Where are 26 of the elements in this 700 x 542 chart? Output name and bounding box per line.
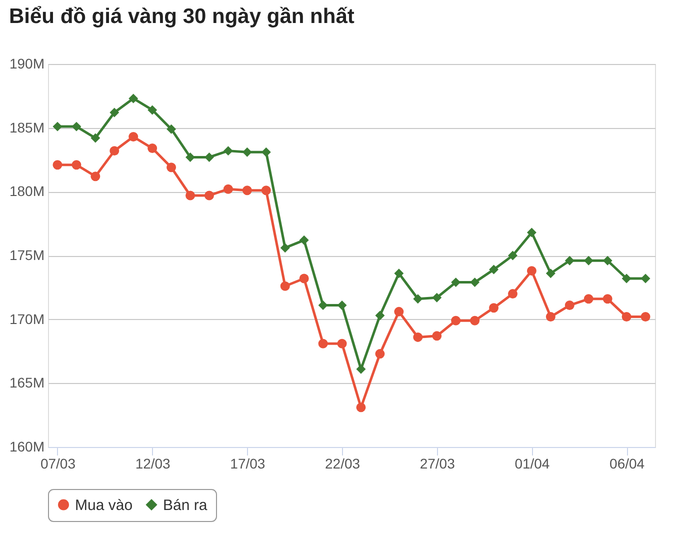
- x-tick-label: 06/04: [610, 456, 645, 472]
- legend-label: Mua vào: [75, 496, 133, 514]
- y-tick-label: 190M: [9, 56, 44, 72]
- x-tick-label: 22/03: [324, 456, 360, 472]
- chart-title: Biểu đồ giá vàng 30 ngày gần nhất: [8, 5, 354, 28]
- point: [204, 190, 214, 200]
- y-tick-label: 180M: [9, 183, 44, 200]
- point: [128, 132, 138, 142]
- y-tick-label: 170M: [9, 310, 44, 327]
- x-tick-label: 12/03: [135, 456, 171, 472]
- y-tick-label: 165M: [9, 374, 44, 391]
- y-tick-label: 185M: [9, 119, 44, 136]
- x-tick-label: 27/03: [420, 456, 456, 472]
- x-tick-label: 07/03: [40, 456, 76, 472]
- x-tick-label: 17/03: [230, 456, 266, 472]
- y-tick-label: 160M: [9, 438, 44, 454]
- x-tick-label: 01/04: [514, 456, 550, 472]
- point: [204, 152, 214, 162]
- point: [186, 152, 196, 162]
- y-tick-label: 175M: [9, 247, 44, 263]
- point: [186, 190, 196, 200]
- point: [508, 250, 518, 260]
- point: [508, 289, 518, 299]
- point: [489, 303, 499, 313]
- point: [489, 264, 499, 274]
- legend-label: Bán ra: [163, 496, 208, 514]
